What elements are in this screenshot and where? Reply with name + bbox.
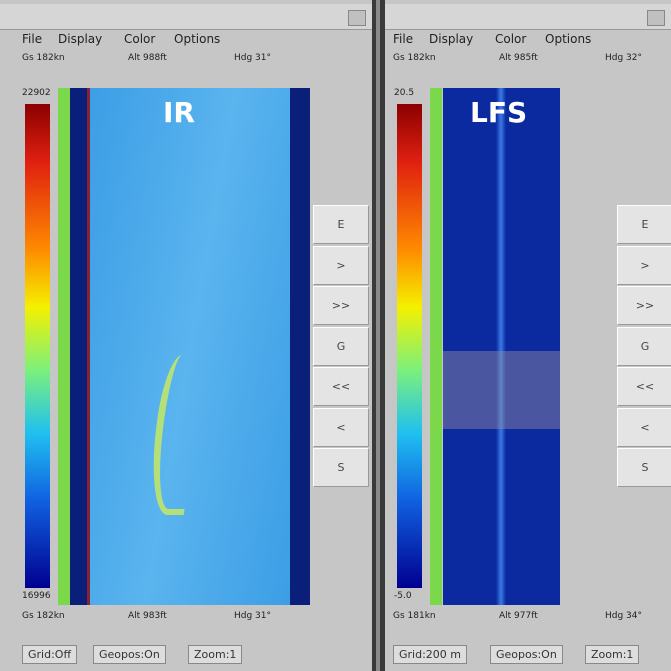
footer-button[interactable]: Geopos:On [490, 645, 563, 664]
streak [496, 88, 506, 605]
footer-button[interactable]: Zoom:1 [188, 645, 242, 664]
title-bar [385, 4, 671, 30]
nav-button[interactable]: G [313, 327, 369, 366]
footer-button[interactable]: Grid:200 m [393, 645, 467, 664]
nav-button[interactable]: << [313, 367, 369, 406]
highlight-band [443, 351, 560, 429]
footer-button[interactable]: Geopos:On [93, 645, 166, 664]
dark-strip [70, 88, 90, 605]
nav-button[interactable]: E [313, 205, 369, 244]
status-top: Gs 182kn [393, 53, 436, 63]
separator-line [376, 0, 380, 671]
nav-button[interactable]: >> [617, 286, 671, 325]
status-bottom: Alt 977ft [499, 611, 538, 621]
image-label: IR [163, 96, 195, 129]
green-bar [430, 88, 442, 605]
nav-button[interactable]: >> [313, 286, 369, 325]
nav-button[interactable]: G [617, 327, 671, 366]
nav-button[interactable]: S [617, 448, 671, 487]
status-bottom: Alt 983ft [128, 611, 167, 621]
window-button[interactable] [348, 10, 366, 26]
status-bottom: Gs 181kn [393, 611, 436, 621]
nav-button[interactable]: > [617, 246, 671, 285]
nav-button[interactable]: > [313, 246, 369, 285]
nav-button[interactable]: < [313, 408, 369, 447]
menu-item[interactable]: Options [174, 32, 220, 46]
status-top: Alt 985ft [499, 53, 538, 63]
colorbar-max: 22902 [22, 88, 51, 98]
menu-item[interactable]: Color [124, 32, 155, 46]
status-top: Hdg 32° [605, 53, 642, 63]
colorbar [25, 104, 50, 588]
menu-item[interactable]: Display [58, 32, 102, 46]
menu-item[interactable]: Options [545, 32, 591, 46]
colorbar-min: 16996 [22, 591, 51, 601]
nav-button[interactable]: << [617, 367, 671, 406]
status-top: Gs 182kn [22, 53, 65, 63]
status-top: Alt 988ft [128, 53, 167, 63]
nav-button[interactable]: E [617, 205, 671, 244]
nav-button[interactable]: S [313, 448, 369, 487]
colorbar [397, 104, 422, 588]
nav-button[interactable]: < [617, 408, 671, 447]
image [90, 88, 290, 605]
status-bottom: Hdg 34° [605, 611, 642, 621]
colorbar-min: -5.0 [394, 591, 412, 601]
menu-item[interactable]: File [22, 32, 42, 46]
green-bar [58, 88, 70, 605]
footer-button[interactable]: Zoom:1 [585, 645, 639, 664]
title-bar [0, 4, 372, 30]
colorbar-max: 20.5 [394, 88, 414, 98]
footer-button[interactable]: Grid:Off [22, 645, 77, 664]
dark-strip [290, 88, 310, 605]
menu-item[interactable]: Display [429, 32, 473, 46]
menu-item[interactable]: File [393, 32, 413, 46]
status-bottom: Gs 182kn [22, 611, 65, 621]
screenshot: File Display Color Options Gs 182kn Alt 988ft… [0, 0, 671, 671]
image-label: LFS [470, 96, 527, 129]
menu-item[interactable]: Color [495, 32, 526, 46]
window-button[interactable] [647, 10, 665, 26]
status-bottom: Hdg 31° [234, 611, 271, 621]
status-top: Hdg 31° [234, 53, 271, 63]
